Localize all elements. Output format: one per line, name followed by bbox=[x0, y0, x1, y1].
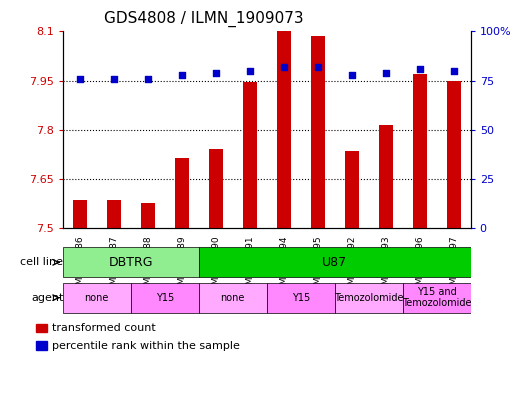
Text: Temozolomide: Temozolomide bbox=[334, 293, 403, 303]
Bar bbox=[107, 200, 120, 228]
Bar bbox=[36, 341, 48, 350]
Point bbox=[143, 75, 152, 82]
Point bbox=[449, 68, 458, 74]
Text: DBTRG: DBTRG bbox=[108, 256, 153, 269]
Bar bbox=[345, 151, 358, 228]
FancyBboxPatch shape bbox=[403, 283, 471, 313]
Point bbox=[177, 72, 186, 78]
Text: agent: agent bbox=[31, 293, 63, 303]
Point bbox=[211, 70, 220, 76]
FancyBboxPatch shape bbox=[131, 283, 199, 313]
Point bbox=[279, 64, 288, 70]
FancyBboxPatch shape bbox=[199, 283, 267, 313]
Bar bbox=[36, 324, 48, 332]
Bar bbox=[311, 36, 324, 228]
Text: GDS4808 / ILMN_1909073: GDS4808 / ILMN_1909073 bbox=[104, 11, 303, 27]
Text: cell line: cell line bbox=[20, 257, 63, 267]
FancyBboxPatch shape bbox=[199, 247, 471, 277]
Bar bbox=[413, 74, 426, 228]
Text: Y15 and
Temozolomide: Y15 and Temozolomide bbox=[402, 287, 471, 309]
Point bbox=[245, 68, 254, 74]
Bar bbox=[277, 31, 290, 228]
Bar bbox=[379, 125, 392, 228]
Text: Y15: Y15 bbox=[292, 293, 310, 303]
Point bbox=[75, 75, 84, 82]
Point bbox=[347, 72, 356, 78]
Bar bbox=[141, 204, 154, 228]
Text: U87: U87 bbox=[322, 256, 347, 269]
Point bbox=[313, 64, 322, 70]
Text: transformed count: transformed count bbox=[52, 323, 156, 333]
Point bbox=[109, 75, 118, 82]
FancyBboxPatch shape bbox=[63, 283, 131, 313]
Text: percentile rank within the sample: percentile rank within the sample bbox=[52, 341, 240, 351]
FancyBboxPatch shape bbox=[335, 283, 403, 313]
Bar bbox=[209, 149, 222, 228]
Text: Y15: Y15 bbox=[156, 293, 174, 303]
Bar bbox=[447, 81, 460, 228]
Point bbox=[415, 66, 424, 72]
Text: none: none bbox=[221, 293, 245, 303]
Bar bbox=[73, 200, 86, 228]
Bar bbox=[175, 158, 188, 228]
Bar bbox=[243, 82, 256, 228]
FancyBboxPatch shape bbox=[267, 283, 335, 313]
FancyBboxPatch shape bbox=[63, 247, 199, 277]
Point bbox=[381, 70, 390, 76]
Text: none: none bbox=[85, 293, 109, 303]
